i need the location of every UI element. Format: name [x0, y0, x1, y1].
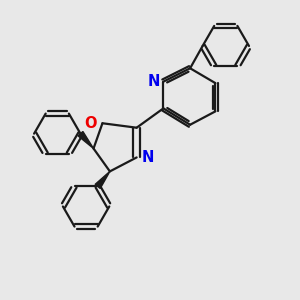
Text: N: N — [142, 150, 154, 165]
Polygon shape — [78, 131, 94, 148]
Text: O: O — [85, 116, 97, 131]
Text: N: N — [147, 74, 160, 89]
Polygon shape — [95, 171, 110, 188]
